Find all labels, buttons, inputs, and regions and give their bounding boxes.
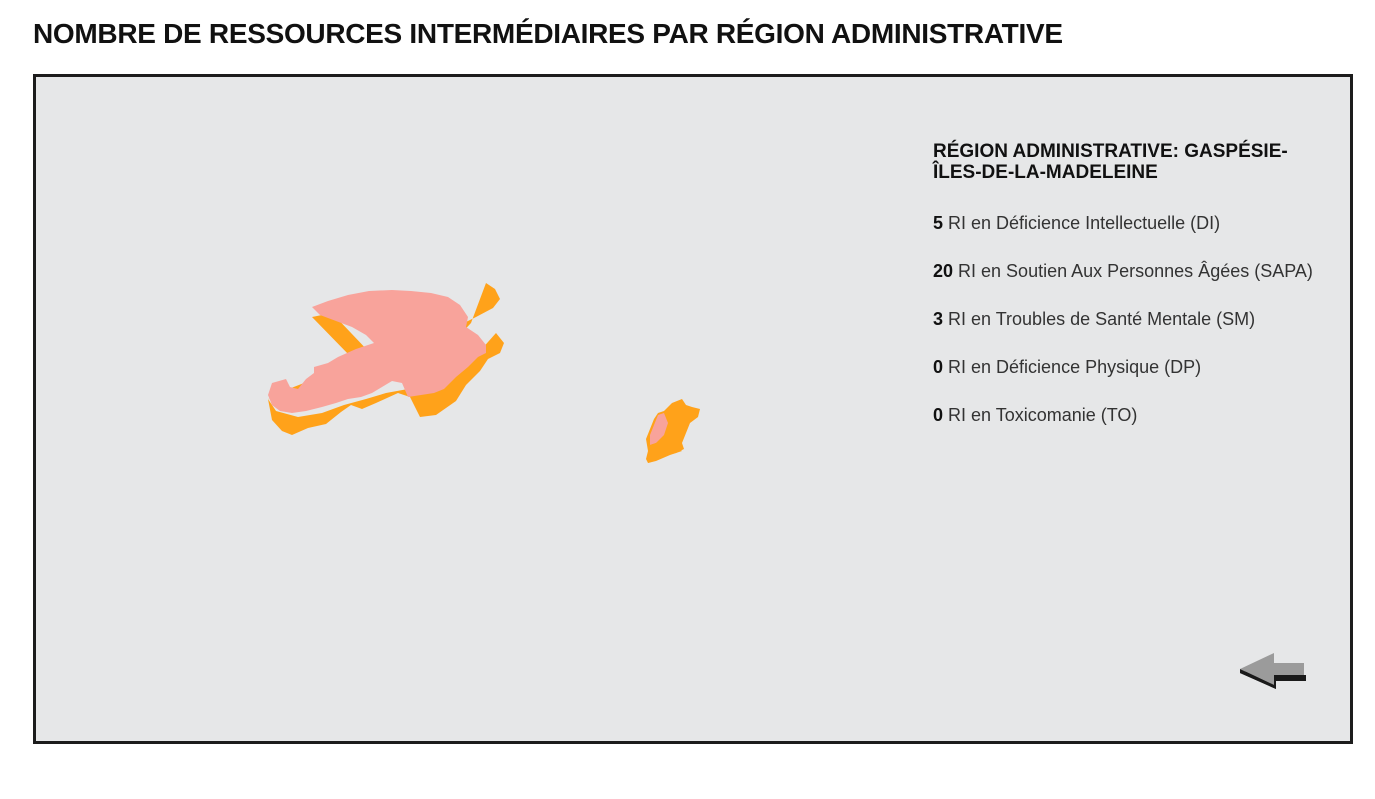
stat-label: RI en Soutien Aux Personnes Âgées (SAPA) [953,261,1313,281]
back-arrow-icon [1240,653,1306,689]
stat-sapa: 20 RI en Soutien Aux Personnes Âgées (SA… [933,257,1313,286]
iles-top [650,413,668,445]
gaspesie-region[interactable] [268,283,504,435]
region-heading-line1: RÉGION ADMINISTRATIVE: GASPÉSIE- [933,141,1288,162]
iles-de-la-madeleine-region[interactable] [646,399,700,463]
stat-count: 5 [933,213,944,233]
stat-count: 3 [933,309,944,329]
map-frame: RÉGION ADMINISTRATIVE: GASPÉSIE- ÎLES-DE… [33,74,1353,744]
region-map[interactable] [36,77,916,741]
stat-sm: 3 RI en Troubles de Santé Mentale (SM) [933,305,1313,334]
stat-dp: 0 RI en Déficience Physique (DP) [933,353,1313,382]
back-button[interactable] [1236,649,1312,697]
iles-inner-side [648,439,682,463]
stat-label: RI en Déficience Intellectuelle (DI) [943,213,1221,233]
page-title: NOMBRE DE RESSOURCES INTERMÉDIAIRES PAR … [33,18,1063,49]
gaspesie-top [268,290,486,413]
stat-count: 20 [933,261,954,281]
info-panel: RÉGION ADMINISTRATIVE: GASPÉSIE- ÎLES-DE… [933,141,1313,449]
stat-count: 0 [933,405,944,425]
stat-label: RI en Toxicomanie (TO) [943,405,1138,425]
region-heading: RÉGION ADMINISTRATIVE: GASPÉSIE- ÎLES-DE… [933,141,1313,183]
stat-to: 0 RI en Toxicomanie (TO) [933,401,1313,430]
region-heading-line2: ÎLES-DE-LA-MADELEINE [933,162,1158,183]
stat-di: 5 RI en Déficience Intellectuelle (DI) [933,209,1313,238]
stat-label: RI en Troubles de Santé Mentale (SM) [943,309,1256,329]
stat-count: 0 [933,357,944,377]
stat-label: RI en Déficience Physique (DP) [943,357,1202,377]
